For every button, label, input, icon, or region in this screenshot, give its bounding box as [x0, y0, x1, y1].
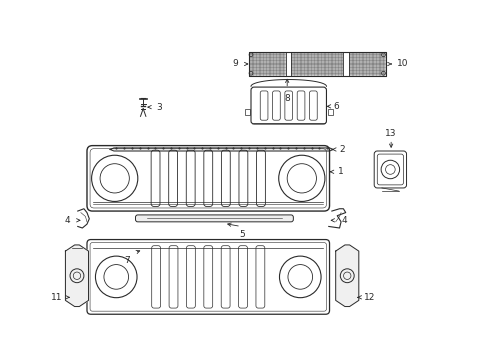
Text: 12: 12: [364, 293, 375, 302]
Bar: [248, 53, 385, 76]
Text: 10: 10: [396, 59, 408, 68]
Polygon shape: [335, 245, 358, 307]
Text: 6: 6: [333, 102, 339, 111]
Bar: [248, 53, 285, 76]
Text: 7: 7: [124, 256, 130, 265]
Text: 4: 4: [64, 216, 70, 225]
Text: 5: 5: [239, 230, 244, 239]
Text: 2: 2: [339, 145, 345, 154]
Text: 4: 4: [341, 216, 346, 225]
FancyBboxPatch shape: [135, 215, 293, 222]
Text: 11: 11: [51, 293, 62, 302]
Text: 8: 8: [284, 94, 289, 103]
Text: 13: 13: [385, 129, 396, 138]
Text: 9: 9: [232, 59, 238, 68]
Bar: [327, 109, 333, 115]
Bar: [348, 53, 385, 76]
Text: 1: 1: [337, 167, 343, 176]
Bar: [244, 109, 250, 115]
Bar: [290, 53, 343, 76]
Polygon shape: [110, 148, 333, 151]
Polygon shape: [65, 245, 88, 307]
Text: 3: 3: [156, 103, 162, 112]
